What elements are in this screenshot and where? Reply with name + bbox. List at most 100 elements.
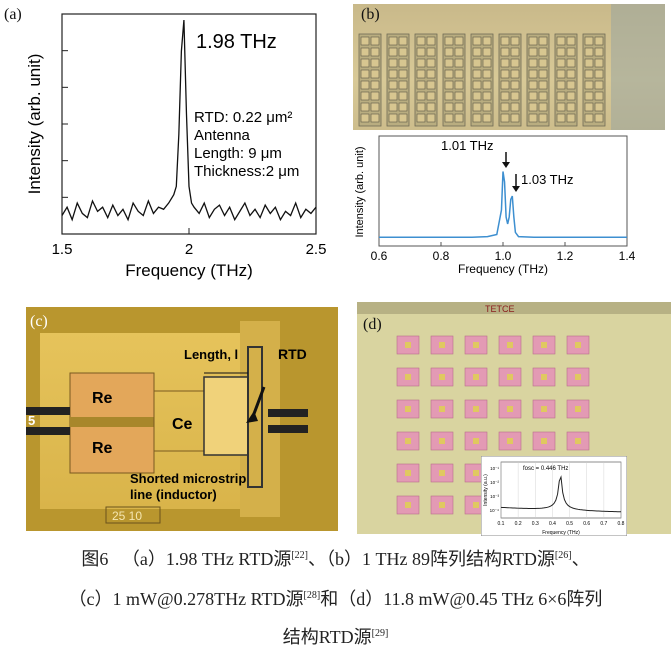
array-cell — [388, 36, 398, 46]
array-cell — [594, 113, 604, 123]
antenna-slot — [247, 346, 263, 488]
array-cell — [398, 47, 408, 57]
chart-a-xtick-label: 2.5 — [306, 241, 327, 258]
array-element-core — [507, 342, 513, 348]
array-cell — [510, 47, 520, 57]
array-cell — [510, 69, 520, 79]
inset-xtick-label: 0.6 — [583, 521, 590, 527]
array-cell — [566, 58, 576, 68]
array-cell — [444, 47, 454, 57]
chart-a-xtick-label: 2 — [185, 241, 193, 258]
caption-line-3-text: 结构RTD源 — [282, 627, 372, 647]
array-cell — [538, 69, 548, 79]
array-cell — [566, 36, 576, 46]
array-cell — [584, 69, 594, 79]
label-ce: Ce — [172, 416, 193, 433]
array-element-core — [575, 342, 581, 348]
array-cell — [360, 58, 370, 68]
array-cell — [556, 47, 566, 57]
array-cell — [398, 36, 408, 46]
chart-a-annotation-3: Length: 9 μm — [194, 145, 282, 162]
array-cell — [528, 91, 538, 101]
array-cell — [500, 47, 510, 57]
array-cell — [528, 47, 538, 57]
chart-b-xtick-label: 1.0 — [495, 249, 512, 263]
array-cell — [528, 80, 538, 90]
array-cell — [482, 36, 492, 46]
rtd-arrowhead — [246, 411, 258, 423]
chart-a: 1.5 2 2.5 1.98 THz RTD: 0.22 μm² Antenna L… — [25, 13, 327, 280]
array-cell — [426, 91, 436, 101]
array-cell — [482, 91, 492, 101]
inset-xtick-label: 0.1 — [498, 521, 505, 527]
array-element-core — [541, 342, 547, 348]
array-element-core — [541, 438, 547, 444]
device-photo-c: Length, l RTD Re Re Ce Shorted microstri… — [26, 307, 338, 531]
array-element-core — [439, 374, 445, 380]
caption-c: （c）1 mW@0.278THz RTD源 — [68, 589, 304, 609]
array-cell — [360, 80, 370, 90]
chart-a-series-line — [61, 19, 317, 222]
chart-b-peak2-arrowhead — [512, 186, 520, 192]
array-cell — [444, 36, 454, 46]
caption-a: （a）1.98 THz RTD源 — [121, 549, 292, 569]
caption-ref-c: [28] — [303, 590, 321, 601]
array-cell — [454, 80, 464, 90]
array-cell — [556, 36, 566, 46]
chart-b-xlabel: Frequency (THz) — [458, 262, 548, 276]
array-cell — [454, 91, 464, 101]
array-cell — [528, 36, 538, 46]
array-cell — [444, 58, 454, 68]
inset-peak-label: fosc = 0.446 THz — [523, 466, 568, 472]
rtd-line-bottom — [268, 425, 308, 433]
array-cell — [360, 91, 370, 101]
chart-b-xtick-label: 1.4 — [619, 249, 636, 263]
array-cell — [472, 80, 482, 90]
array-element-core — [473, 502, 479, 508]
label-chip-id: 25 10 — [112, 509, 142, 523]
array-cell — [416, 113, 426, 123]
array-cell — [426, 58, 436, 68]
caption-ref-d: [29] — [371, 628, 389, 639]
chart-a-annotation-1: RTD: 0.22 μm² — [194, 109, 292, 126]
array-cell — [454, 102, 464, 112]
array-element-core — [405, 502, 411, 508]
array-element-core — [473, 406, 479, 412]
array-element-core — [507, 406, 513, 412]
array-cell — [556, 102, 566, 112]
array-cell — [594, 36, 604, 46]
array-cell — [482, 80, 492, 90]
array-cell — [538, 58, 548, 68]
array-cell — [454, 47, 464, 57]
array-cell — [472, 113, 482, 123]
array-cell — [426, 69, 436, 79]
inset-xtick-label: 0.4 — [549, 521, 556, 527]
chart-a-xlabel: Frequency (THz) — [125, 261, 253, 280]
array-cell — [566, 91, 576, 101]
array-cell — [556, 58, 566, 68]
array-cell — [528, 113, 538, 123]
array-cell — [398, 113, 408, 123]
caption-sep-1: 、 — [308, 549, 326, 569]
chart-b-xtick-label: 1.2 — [557, 249, 574, 263]
array-element-core — [473, 342, 479, 348]
inset-ytick-label: 10⁻³ — [490, 494, 499, 499]
label-inductor: line (inductor) — [130, 487, 217, 502]
array-cell — [584, 80, 594, 90]
array-cell — [482, 47, 492, 57]
chip-d-top-text: TETCE — [485, 304, 515, 314]
chart-b-background — [351, 130, 671, 290]
chip-array-b — [358, 4, 665, 130]
array-cell — [370, 36, 380, 46]
array-cell — [538, 102, 548, 112]
array-cell — [482, 102, 492, 112]
array-cell — [388, 113, 398, 123]
caption-d: （d）11.8 mW@0.45 THz 6×6阵列 — [338, 589, 603, 609]
array-cell — [584, 47, 594, 57]
chart-b-ylabel: Intensity (arb. unit) — [354, 146, 366, 237]
array-element-core — [405, 374, 411, 380]
array-cell — [360, 47, 370, 57]
array-element-core — [575, 438, 581, 444]
array-element-core — [439, 502, 445, 508]
array-cell — [416, 47, 426, 57]
